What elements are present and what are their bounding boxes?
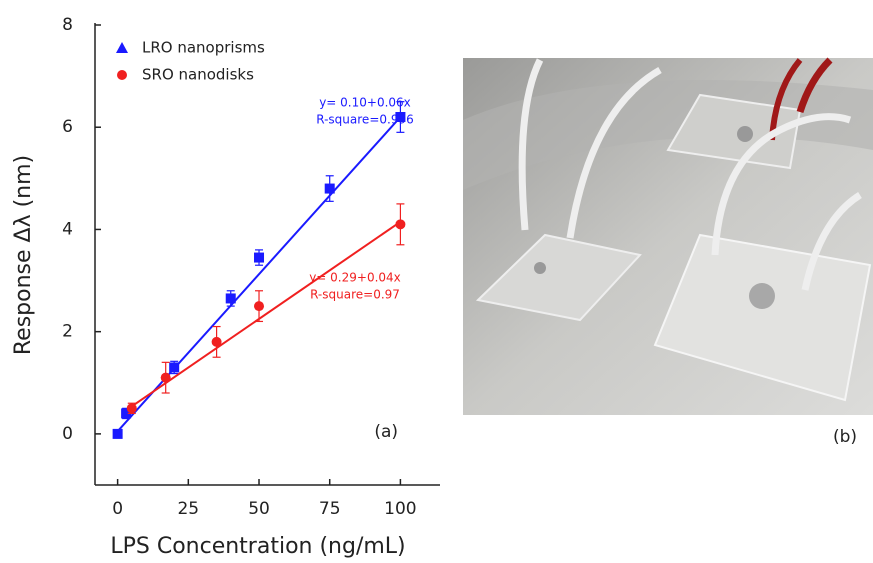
x-tick-label: 100 xyxy=(384,499,416,519)
x-tick-label: 25 xyxy=(177,499,199,519)
y-tick-label: 6 xyxy=(62,117,73,137)
panel-label: (b) xyxy=(833,427,857,447)
x-tick-label: 50 xyxy=(248,499,270,519)
x-axis-title: LPS Concentration (ng/mL) xyxy=(110,534,405,559)
y-axis-title: Response Δλ (nm) xyxy=(11,155,36,355)
data-point xyxy=(112,428,123,439)
data-point xyxy=(254,252,265,263)
y-tick-label: 2 xyxy=(62,322,73,342)
data-point xyxy=(126,403,137,414)
y-tick-label: 0 xyxy=(62,424,73,444)
data-point xyxy=(169,362,180,373)
legend-marker xyxy=(117,70,127,80)
data-point xyxy=(395,219,406,230)
y-tick-label: 8 xyxy=(62,15,73,35)
legend-label: SRO nanodisks xyxy=(142,66,254,84)
data-point xyxy=(254,301,265,312)
tube xyxy=(801,192,862,291)
x-tick-label: 75 xyxy=(319,499,341,519)
legend-marker xyxy=(116,42,128,53)
fit-annotation: y= 0.29+0.04x xyxy=(309,271,401,285)
chip xyxy=(653,233,872,402)
chip xyxy=(475,233,642,322)
fit-annotation: R-square=0.97 xyxy=(310,288,400,302)
tube xyxy=(566,66,662,239)
tube xyxy=(518,58,544,231)
data-point xyxy=(121,408,132,419)
data-point xyxy=(225,293,236,304)
data-point xyxy=(395,112,406,122)
fit-line xyxy=(128,220,401,410)
chip-spot xyxy=(737,126,753,142)
tube xyxy=(711,113,852,256)
x-tick-label: 0 xyxy=(112,499,123,519)
chip-spot xyxy=(749,283,775,309)
chip-spot xyxy=(534,262,546,274)
y-tick-label: 4 xyxy=(62,219,73,239)
fit-annotation: y= 0.10+0.06x xyxy=(319,96,411,110)
data-point xyxy=(324,183,335,194)
panel-label: (a) xyxy=(374,422,398,442)
data-point xyxy=(160,372,171,383)
data-point xyxy=(211,336,222,347)
legend-label: LRO nanoprisms xyxy=(142,39,265,57)
fit-annotation: R-square=0.996 xyxy=(316,113,413,127)
photo xyxy=(463,57,873,415)
tube xyxy=(796,57,833,114)
